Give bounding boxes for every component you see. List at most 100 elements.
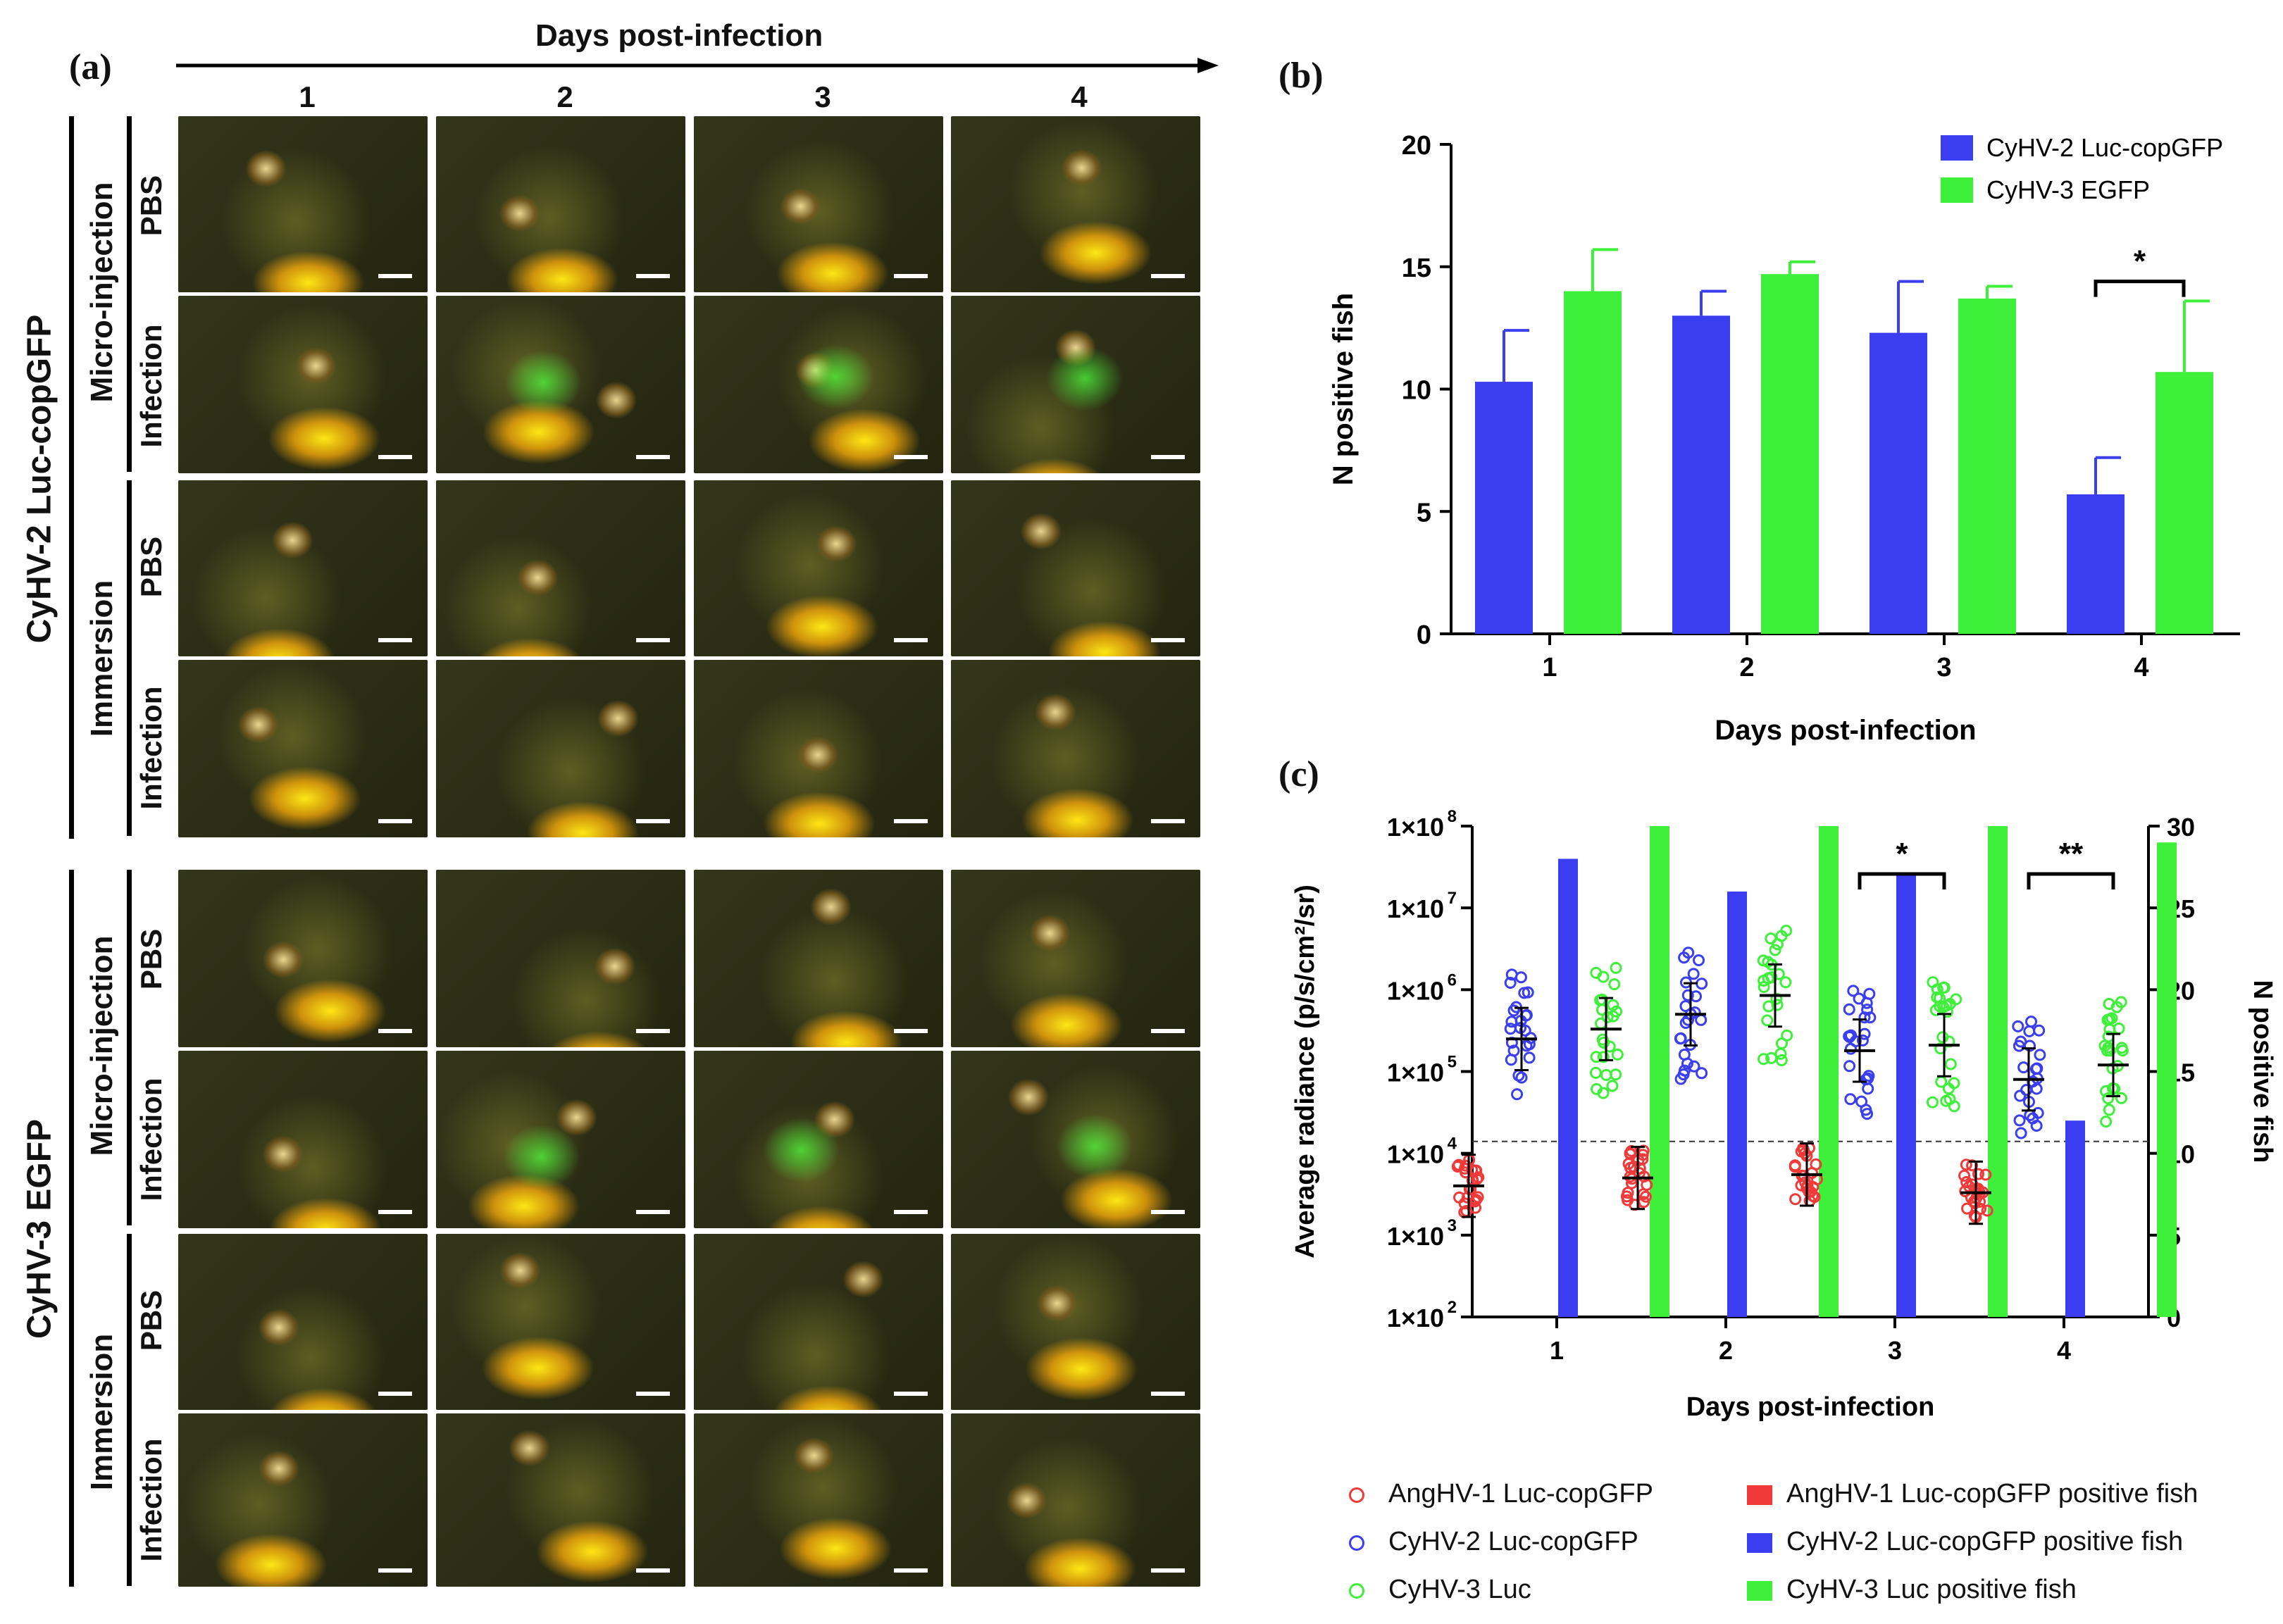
y-axis-label: N positive fish (1328, 293, 1359, 485)
data-point (2115, 1092, 2128, 1104)
data-point (1634, 1162, 1646, 1175)
scale-bar (378, 819, 412, 823)
x-axis-label: Days post-infection (1715, 715, 1976, 746)
data-point (1505, 1016, 1518, 1028)
panel-b-label: (b) (1279, 56, 1324, 96)
microscopy-image (694, 870, 943, 1047)
significance-bracket (1858, 872, 1946, 889)
data-point (1861, 1108, 1874, 1120)
positive-fish-bar (1727, 891, 1747, 1317)
route-label-3: Micro-injection (85, 935, 119, 1156)
legend-label: CyHV-3 Luc (1388, 1575, 1531, 1604)
microscopy-image (436, 116, 685, 292)
bar (1958, 298, 2016, 634)
data-point (1595, 1017, 1607, 1030)
legend-label: AngHV-1 Luc-copGFP positive fish (1786, 1479, 2198, 1509)
bar (1870, 332, 1927, 634)
legend-swatch (1941, 135, 1973, 161)
microscopy-image (951, 480, 1200, 656)
data-point (1590, 1051, 1603, 1063)
data-point (2115, 996, 2127, 1008)
day-3-header: 3 (814, 80, 831, 113)
data-point (1807, 1181, 1819, 1194)
data-point (1960, 1158, 1972, 1171)
row-label: PBS (135, 928, 168, 990)
row-label: PBS (135, 175, 168, 237)
y-axis-label: Average radiance (p/s/cm²/sr) (1290, 885, 1320, 1258)
data-point (2012, 1020, 2024, 1032)
data-point (2013, 1039, 2025, 1052)
row-label: Infection (135, 1438, 168, 1562)
scale-bar (378, 1029, 412, 1033)
data-point (1696, 1067, 1708, 1080)
microscopy-image (951, 1051, 1200, 1228)
data-point (1864, 1011, 1877, 1024)
microscopy-image (436, 296, 685, 473)
significance-marker: * (2134, 244, 2146, 279)
data-point (1938, 981, 1951, 994)
data-point (1858, 1011, 1871, 1024)
data-point (1470, 1164, 1483, 1177)
data-point (2100, 1116, 2113, 1128)
data-point (1610, 961, 1622, 974)
route-label-2: Immersion (85, 580, 119, 737)
scale-bar (894, 274, 928, 278)
y-tick-exponent: 2 (1448, 1298, 1457, 1317)
route-bracket-3 (127, 870, 132, 1225)
group-2-label: CyHV-3 EGFP (20, 1118, 58, 1339)
data-point (1687, 968, 1700, 980)
scale-bar (378, 274, 412, 278)
y-tick-exponent: 3 (1448, 1216, 1457, 1235)
positive-fish-bar (1558, 858, 1578, 1317)
scale-bar (894, 1568, 928, 1573)
legend-bar-1: CyHV-2 Luc-copGFP positive fish (1747, 1527, 2183, 1557)
data-point (1598, 1037, 1610, 1049)
y-tick-exponent: 4 (1448, 1135, 1457, 1154)
scale-bar (894, 455, 928, 459)
data-point (1681, 989, 1694, 1001)
data-point (2115, 1042, 2128, 1054)
legend-label: CyHV-2 Luc-copGFP positive fish (1786, 1527, 2184, 1556)
scale-bar (636, 1210, 670, 1214)
microscopy-image (951, 296, 1200, 473)
scale-bar (636, 274, 670, 278)
legend-swatch (1941, 177, 1973, 203)
microscopy-image (951, 870, 1200, 1047)
data-point (1935, 1075, 1948, 1088)
route-label-4: Immersion (85, 1333, 119, 1491)
legend-label: CyHV-2 Luc-copGFP (1388, 1527, 1638, 1556)
data-point (1843, 1030, 1855, 1043)
route-label-1: Micro-injection (85, 182, 119, 403)
data-point (2034, 1049, 2046, 1061)
microscopy-image (694, 660, 943, 837)
bar (2156, 372, 2213, 634)
significance-bracket (2027, 872, 2115, 889)
data-point (1523, 1051, 1536, 1064)
chart-b: 0 5 10 15 20 1 2 3 4 * N positive fish Days post-in… (1328, 131, 2240, 746)
x-tick-label: 4 (2057, 1336, 2071, 1365)
microscopy-image (694, 1413, 943, 1587)
positive-fish-bar (1896, 875, 1916, 1317)
positive-fish-bar (1650, 826, 1669, 1317)
y-tick-label: 1×10 (1387, 976, 1444, 1005)
y-tick-label: 10 (1402, 376, 1431, 406)
row-label: Infection (135, 1078, 168, 1201)
data-point (1682, 947, 1695, 959)
data-point (2014, 1089, 2027, 1102)
data-point (1948, 1077, 1960, 1089)
scale-bar (378, 455, 412, 459)
bar (1761, 274, 1819, 634)
legend-scatter-0: AngHV-1 Luc-copGFP (1349, 1479, 1653, 1509)
significance-marker: * (1896, 837, 1908, 871)
days-post-infection-title: Days post-infection (535, 18, 823, 53)
legend-swatch (1747, 1580, 1772, 1601)
x-tick-label: 3 (1888, 1336, 1902, 1365)
microscopy-image (178, 480, 428, 656)
data-point (2015, 1127, 2027, 1139)
scale-bar (1151, 274, 1185, 278)
data-point (1610, 1068, 1622, 1081)
data-point (2017, 1061, 2030, 1074)
scale-bar (378, 1392, 412, 1396)
group-1-bracket (69, 116, 74, 839)
positive-fish-bar (2065, 1120, 2085, 1317)
